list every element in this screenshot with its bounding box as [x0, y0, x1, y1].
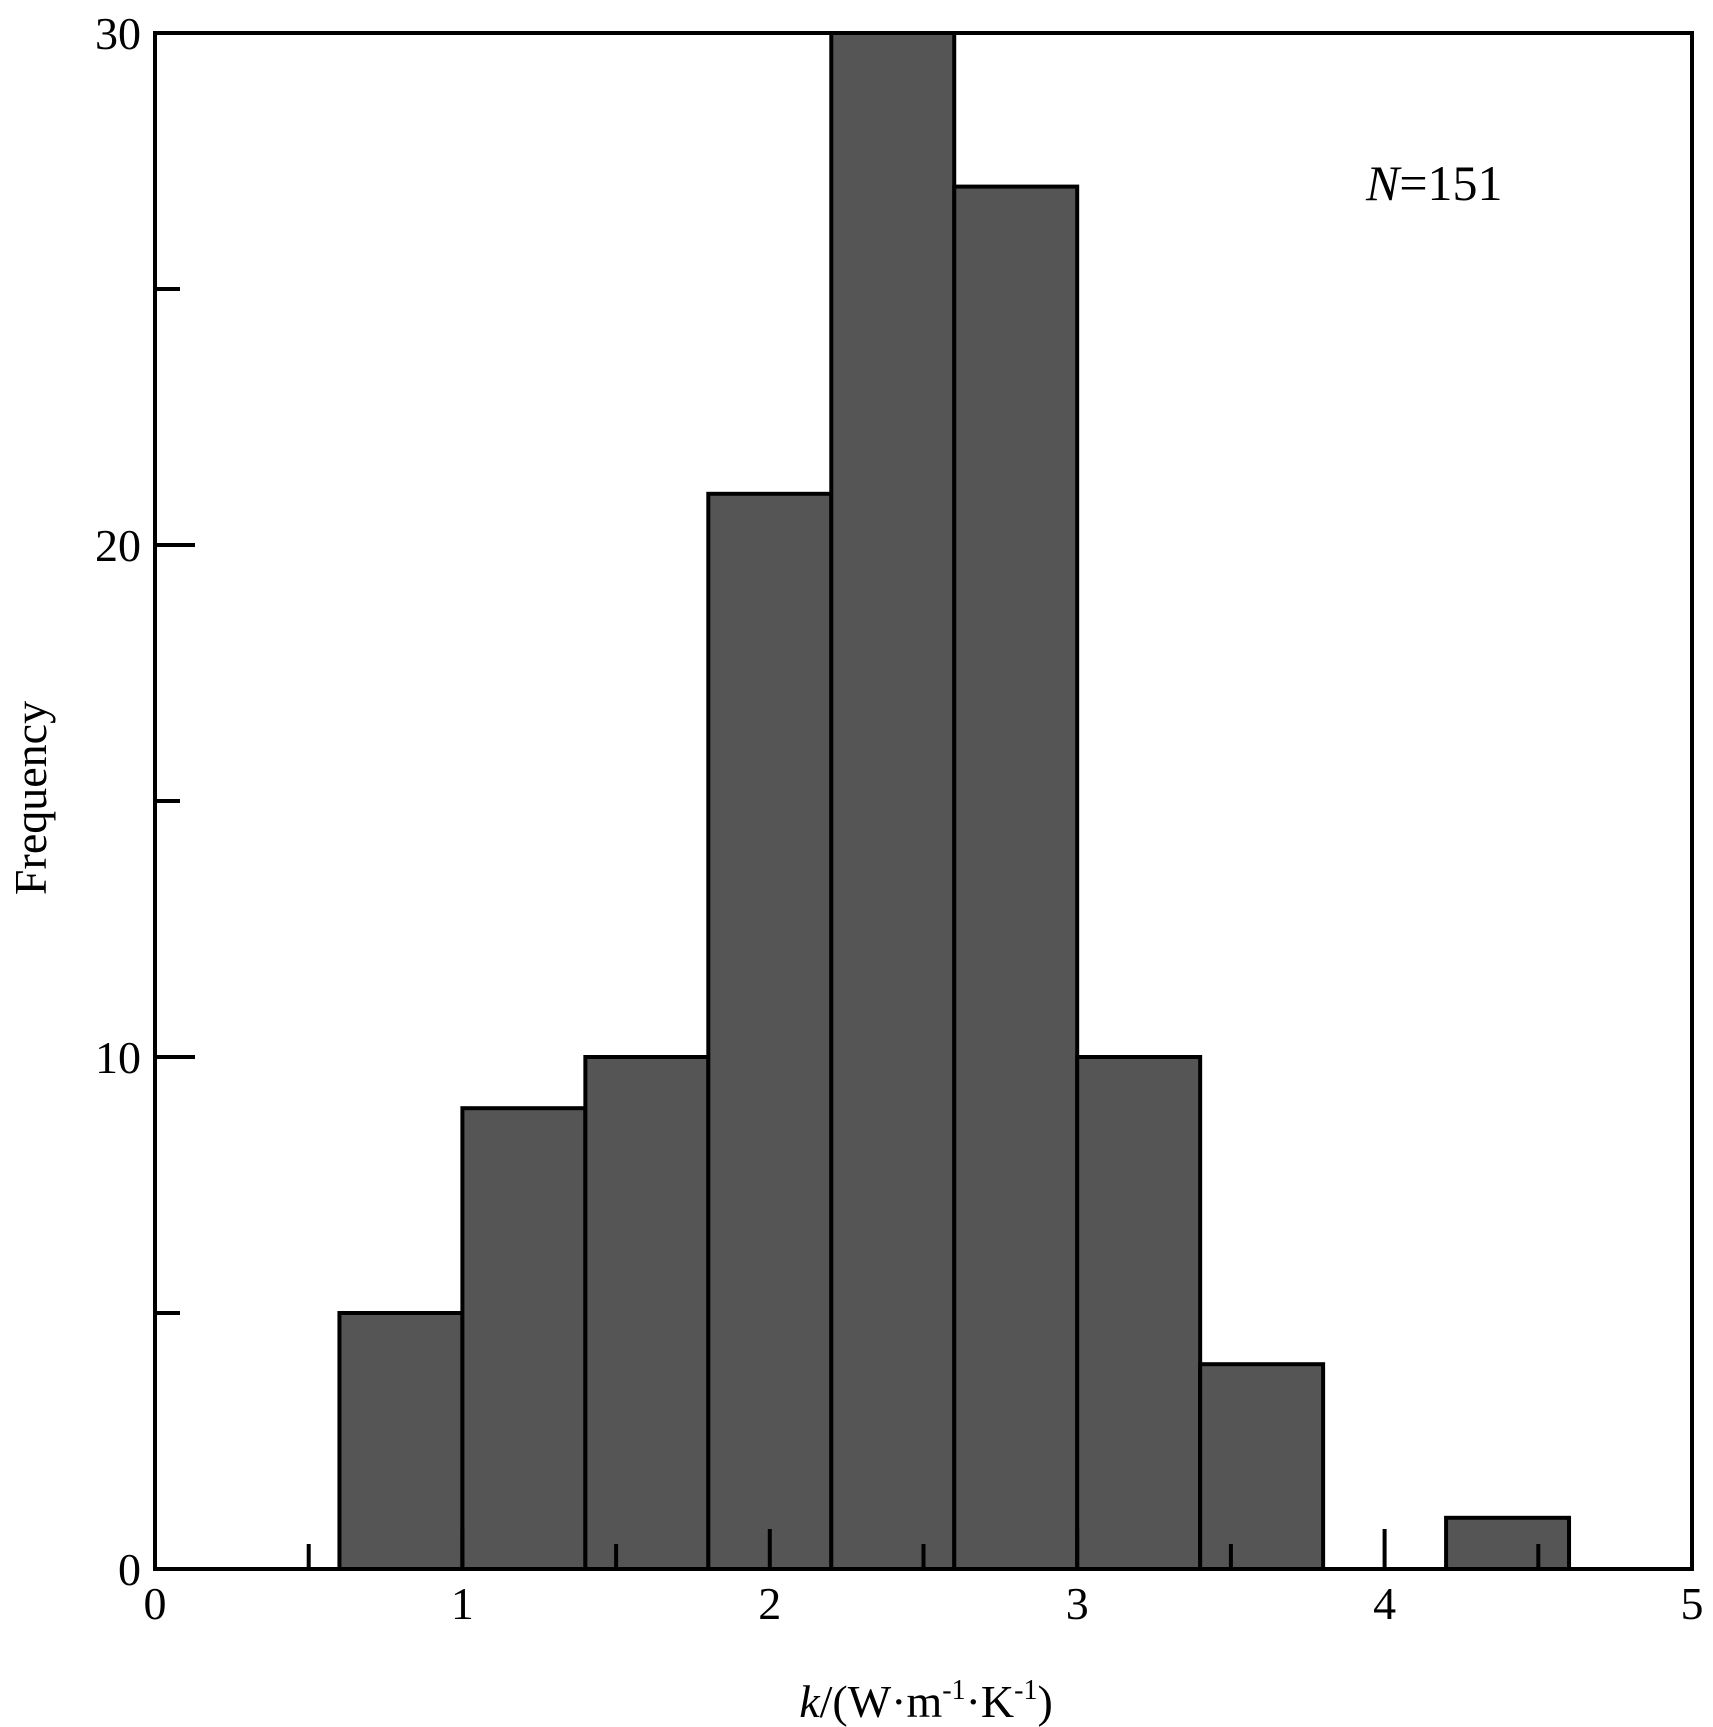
- y-tick-label: 20: [95, 520, 141, 571]
- tick-labels-group: 0 1 2 3 4 5 0 10 20 30: [95, 8, 1704, 1629]
- histogram-bar: [337, 1311, 465, 1571]
- x-tick-label: 3: [1066, 1578, 1089, 1629]
- y-tick-label: 10: [95, 1032, 141, 1083]
- histogram-bar: [1075, 1055, 1203, 1571]
- histogram-bar: [829, 31, 957, 1571]
- x-axis-title: k/(W·m-1·K-1): [799, 1675, 1053, 1727]
- sample-size-variable: N: [1365, 155, 1402, 211]
- x-tick-label: 0: [144, 1578, 167, 1629]
- y-axis-title: Frequency: [5, 701, 56, 895]
- x-axis-unit-part3: ): [1037, 1676, 1052, 1727]
- y-tick-label: 0: [118, 1544, 141, 1595]
- sample-size-annotation: N=151: [1365, 155, 1503, 211]
- bars-group: [337, 31, 1572, 1572]
- x-tick-label: 1: [451, 1578, 474, 1629]
- plot-frame: [153, 31, 1694, 1571]
- y-tick-label: 30: [95, 8, 141, 59]
- x-axis-superscript-1: -1: [942, 1675, 965, 1706]
- x-tick-label: 5: [1681, 1578, 1704, 1629]
- histogram-bar: [952, 184, 1080, 1572]
- histogram-bar: [1198, 1362, 1326, 1571]
- x-tick-label: 4: [1373, 1578, 1396, 1629]
- sample-size-value: =151: [1399, 155, 1502, 211]
- histogram-bar: [460, 1106, 588, 1571]
- histogram-bar: [583, 1055, 711, 1571]
- x-axis-unit-part1: /(W·m: [820, 1676, 943, 1727]
- histogram-bar: [706, 491, 834, 1571]
- x-axis-unit-part2: ·K: [966, 1676, 1015, 1727]
- histogram-bar: [1444, 1515, 1572, 1572]
- x-axis-superscript-2: -1: [1014, 1675, 1037, 1706]
- x-tick-label: 2: [758, 1578, 781, 1629]
- x-axis-variable: k: [799, 1676, 821, 1727]
